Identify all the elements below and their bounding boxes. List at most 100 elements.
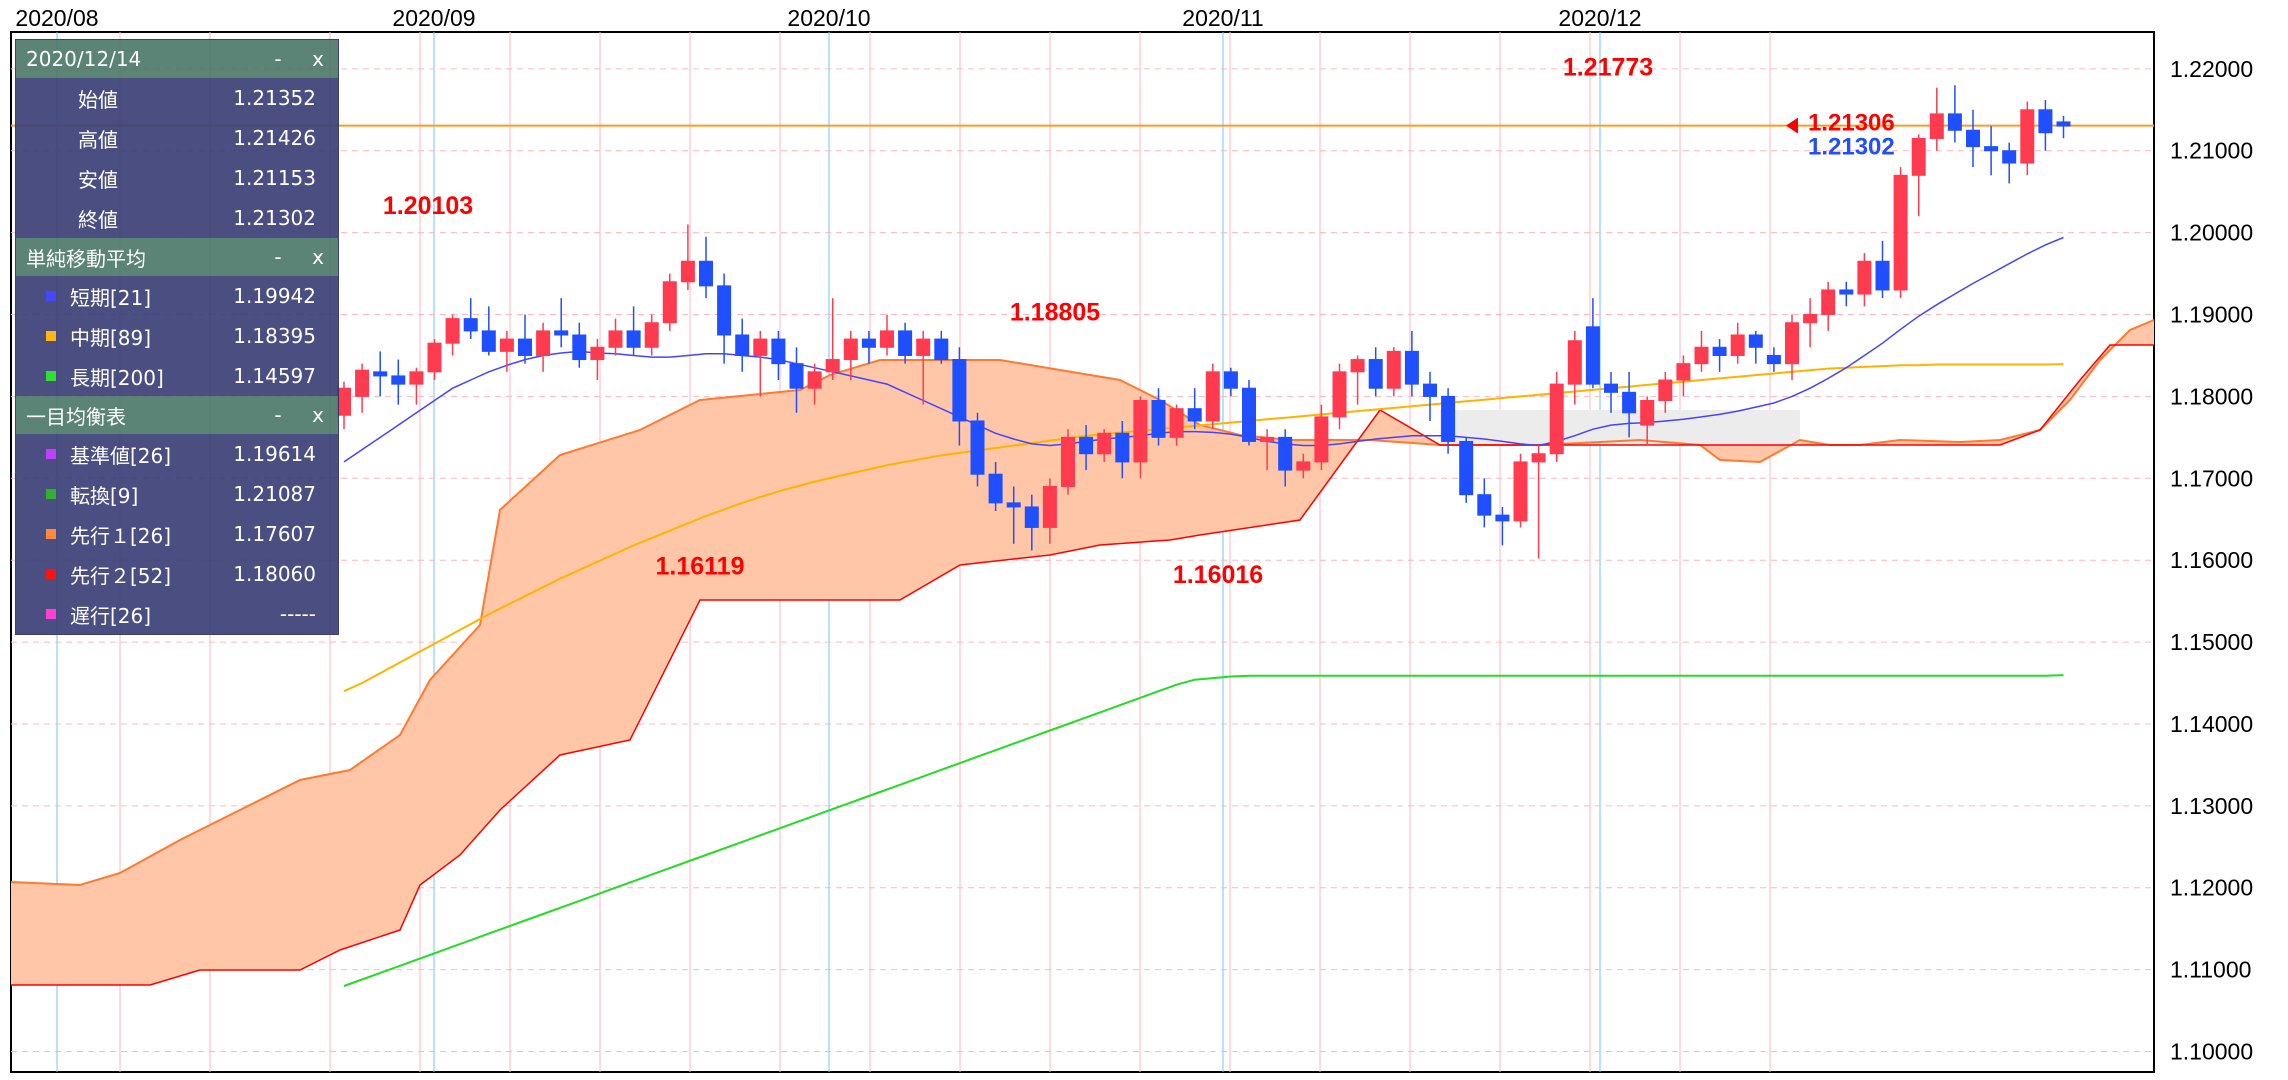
x-tick-label: 2020/12 <box>1558 5 1641 31</box>
candle-body <box>1079 436 1094 455</box>
y-tick-label: 1.19000 <box>2170 302 2253 328</box>
annotation-label: 1.20103 <box>383 192 473 220</box>
candle-body <box>1513 461 1528 522</box>
candle-body <box>1839 289 1854 295</box>
minimize-button[interactable]: - <box>274 47 282 71</box>
candle-body <box>1712 346 1727 356</box>
candle-body <box>699 260 713 287</box>
span-b-line <box>11 344 2154 986</box>
close-button[interactable]: x <box>312 47 324 71</box>
candle-body <box>1658 379 1673 402</box>
legend-marker <box>46 371 56 381</box>
legend-marker <box>46 331 56 341</box>
candle-body <box>1893 174 1908 291</box>
y-tick-label: 1.16000 <box>2170 547 2253 573</box>
ichimoku-row-lagging: 遅行[26] ----- <box>16 594 338 634</box>
candle-body <box>481 330 496 352</box>
candle-body <box>463 318 478 332</box>
candle-body <box>1151 400 1166 438</box>
candle-body <box>391 375 406 385</box>
candle-body <box>1604 383 1618 393</box>
candle-body <box>536 330 551 356</box>
kumo-area-bear <box>1440 410 1800 445</box>
candle-body <box>916 338 931 356</box>
candle-body <box>1676 363 1691 381</box>
candle-body <box>861 338 876 348</box>
annotation-label: 1.16016 <box>1173 561 1263 589</box>
legend-marker <box>46 449 56 459</box>
current-price-marker <box>1786 117 1798 134</box>
candle-body <box>626 330 641 348</box>
last-close-label: 1.21302 <box>1808 134 1895 161</box>
candles-layer <box>337 85 2071 559</box>
candle-body <box>1006 502 1021 508</box>
candle-body <box>952 359 967 422</box>
candle-body <box>843 338 858 361</box>
x-tick-label: 2020/08 <box>15 5 98 31</box>
candle-body <box>1531 453 1546 463</box>
sma-section-header: 単純移動平均 - x <box>16 238 338 276</box>
y-tick-label: 1.10000 <box>2170 1039 2253 1065</box>
candle-body <box>1748 334 1763 348</box>
candle-body <box>789 363 804 389</box>
legend-marker <box>46 489 56 499</box>
candle-body <box>1187 408 1202 422</box>
candle-body <box>717 285 732 336</box>
ichimoku-row-spanB: 先行２[52] 1.18060 <box>16 554 338 594</box>
y-tick-label: 1.14000 <box>2170 711 2253 737</box>
candle-body <box>1205 371 1220 422</box>
ichimoku-section-header: 一目均衡表 - x <box>16 396 338 434</box>
candle-body <box>898 330 913 356</box>
candle-body <box>608 330 623 348</box>
candle-body <box>680 260 695 283</box>
candle-body <box>1766 354 1781 365</box>
annotation-label: 1.21773 <box>1563 53 1653 81</box>
candle-body <box>499 338 514 352</box>
y-tick-label: 1.22000 <box>2170 56 2253 82</box>
sma-row-short: 短期[21] 1.19942 <box>16 276 338 316</box>
legend-marker <box>46 529 56 539</box>
candle-body <box>988 473 1003 504</box>
candle-body <box>1911 137 1926 176</box>
candle-body <box>1332 371 1347 418</box>
candle-body <box>1350 359 1365 373</box>
candle-body <box>1947 113 1962 131</box>
candle-body <box>518 338 532 356</box>
candle-body <box>1459 440 1474 496</box>
close-button[interactable]: x <box>312 403 324 427</box>
y-tick-label: 1.18000 <box>2170 383 2253 409</box>
candle-body <box>1242 387 1256 442</box>
kumo-area <box>11 320 2154 985</box>
candle-body <box>1694 346 1709 365</box>
y-tick-label: 1.13000 <box>2170 793 2253 819</box>
candle-body <box>753 338 768 356</box>
candle-body <box>1549 383 1564 455</box>
candle-body <box>1785 322 1799 365</box>
candle-body <box>1115 432 1130 463</box>
current-price-label: 1.21306 <box>1808 110 1895 137</box>
ichimoku-row-spanA: 先行１[26] 1.17607 <box>16 514 338 554</box>
candle-body <box>1042 485 1057 528</box>
ohlc-row: 高値 1.21426 <box>78 126 316 152</box>
sma-long-line <box>343 674 2064 987</box>
candle-body <box>1061 436 1075 487</box>
minimize-button[interactable]: - <box>274 403 282 427</box>
candle-body <box>1278 436 1293 471</box>
annotation-label: 1.16119 <box>656 552 745 580</box>
candle-body <box>1984 146 1999 152</box>
candle-body <box>1223 371 1238 389</box>
minimize-button[interactable]: - <box>274 245 282 269</box>
candle-body <box>1296 461 1311 471</box>
candle-body <box>1622 391 1637 414</box>
sma-short-line <box>343 236 2064 463</box>
candle-body <box>1169 408 1184 438</box>
candle-body <box>590 346 605 361</box>
ohlc-row: 安値 1.21153 <box>78 166 316 192</box>
candle-body <box>934 338 949 361</box>
y-tick-label: 1.17000 <box>2170 465 2253 491</box>
legend-marker <box>46 291 56 301</box>
close-button[interactable]: x <box>312 245 324 269</box>
candle-body <box>1477 494 1492 516</box>
y-tick-label: 1.15000 <box>2170 629 2253 655</box>
candle-body <box>1368 359 1383 389</box>
